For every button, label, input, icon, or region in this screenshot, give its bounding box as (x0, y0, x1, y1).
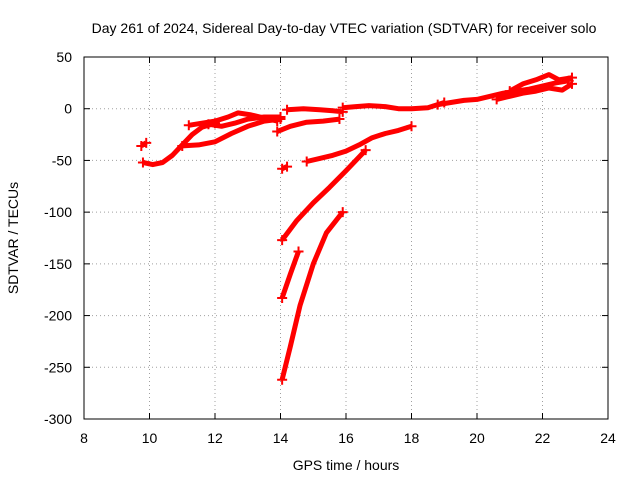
x-tick-label: 16 (338, 430, 354, 446)
data-point-marker (183, 120, 194, 131)
y-tick-label: -50 (52, 152, 72, 168)
series-seg14 (280, 148, 368, 242)
x-tick-label: 18 (404, 430, 420, 446)
data-point-marker (277, 235, 288, 246)
data-point-marker (275, 114, 286, 125)
y-axis-label: SDTVAR / TECUs (5, 182, 21, 294)
series-seg8 (342, 100, 446, 112)
grid-lines (84, 57, 608, 419)
x-tick-label: 22 (535, 430, 551, 446)
series-seg9 (437, 78, 570, 108)
series-seg15 (279, 250, 301, 299)
x-axis-label: GPS time / hours (293, 457, 400, 473)
x-tick-label: 12 (207, 430, 223, 446)
y-tick-label: -300 (44, 411, 72, 427)
x-tick-label: 24 (600, 430, 616, 446)
x-tick-label: 10 (142, 430, 158, 446)
series-seg5 (182, 116, 281, 149)
data-point-marker (277, 374, 288, 385)
data-point-marker (282, 161, 293, 172)
y-tick-label: 0 (64, 101, 72, 117)
data-point-marker (406, 121, 417, 132)
data-point-marker (491, 94, 502, 105)
y-tick-labels: -300 -250 -200 -150 -100 -50 0 50 (44, 49, 72, 427)
series-seg16 (279, 210, 345, 381)
data-point-marker (203, 119, 214, 130)
series-seg2 (142, 120, 216, 168)
data-point-marker (504, 86, 515, 97)
data-point-marker (141, 137, 152, 148)
data-traces (136, 72, 577, 385)
tick-marks (83, 56, 609, 420)
data-point-marker (137, 157, 148, 168)
data-point-marker (334, 114, 345, 125)
series-seg6 (276, 116, 340, 134)
x-tick-label: 20 (469, 430, 485, 446)
series-seg4 (208, 114, 281, 129)
y-tick-label: -150 (44, 256, 72, 272)
data-point-marker (293, 246, 304, 257)
data-point-marker (177, 140, 188, 151)
data-point-marker (301, 156, 312, 167)
x-tick-label: 14 (273, 430, 289, 446)
data-point-marker (272, 126, 283, 137)
data-point-marker (277, 163, 288, 174)
data-point-marker (282, 104, 293, 115)
y-tick-label: -200 (44, 308, 72, 324)
y-tick-label: -100 (44, 204, 72, 220)
series-seg7 (286, 106, 343, 115)
y-tick-label: -250 (44, 359, 72, 375)
data-point-marker (566, 72, 577, 83)
data-point-marker (277, 292, 288, 303)
data-point-marker (432, 99, 443, 110)
y-tick-label: 50 (56, 49, 72, 65)
x-tick-labels: 8 10 12 14 16 18 20 22 24 (80, 430, 616, 446)
series-seg10 (496, 81, 574, 102)
x-tick-label: 8 (80, 430, 88, 446)
chart-title: Day 261 of 2024, Sidereal Day-to-day VTE… (92, 20, 597, 36)
data-point-marker (360, 145, 371, 156)
data-point-marker (337, 102, 348, 113)
series-seg12 (306, 123, 413, 164)
series-seg11 (508, 72, 573, 94)
data-point-marker (337, 207, 348, 218)
